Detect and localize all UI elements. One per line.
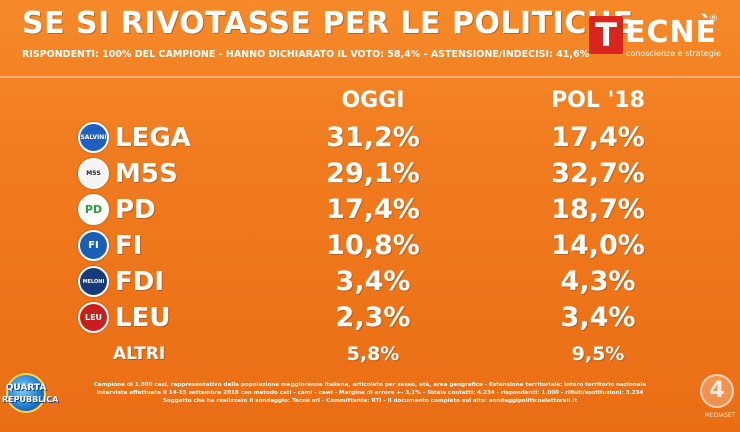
party-name: LEGA (115, 123, 191, 153)
value-pol18: 3,4% (560, 302, 636, 333)
fdi-logo-icon: MELONI (78, 266, 109, 297)
table-row: ALTRI 5,8% 9,5% (0, 336, 740, 372)
party-logo-text: MELONI (82, 278, 105, 285)
registered-mark: ® (709, 14, 718, 24)
value-oggi: 10,8% (326, 230, 420, 261)
show-name-line2: REPUBBLICA (2, 395, 59, 404)
header: SE SI RIVOTASSE PER LE POLITICHE RISPOND… (0, 0, 740, 72)
tecne-tagline: conoscienze e strategie (626, 49, 721, 58)
quarta-repubblica-globe-icon (6, 373, 46, 413)
party-name: M5S (115, 159, 178, 189)
methodology-line-3: Soggetto che ha realizzato il sondaggio:… (162, 398, 578, 404)
party-name: PD (115, 195, 156, 225)
column-header-pol18: POL '18 (551, 88, 645, 113)
m5s-logo-icon: M5S (78, 158, 109, 189)
value-pol18: 14,0% (551, 230, 645, 261)
party-logo-text: M5S (86, 170, 101, 177)
tecne-logo-mark: T (589, 16, 623, 54)
value-pol18: 18,7% (551, 194, 645, 225)
party-name: ALTRI (113, 344, 166, 364)
methodology-note: Campione di 1.000 casi, rappresentativo … (60, 381, 680, 425)
value-oggi: 2,3% (335, 302, 411, 333)
value-pol18: 4,3% (560, 266, 636, 297)
methodology-line-2: Interviste effettuate il 14-15 settembre… (96, 390, 644, 396)
table-row: PD PD 17,4% 18,7% (0, 192, 740, 228)
show-name-line1: QUARTA (5, 383, 47, 393)
table-row: M5S M5S 29,1% 32,7% (0, 156, 740, 192)
party-name: FDI (115, 267, 165, 297)
table-row: SALVINI LEGA 31,2% 17,4% (0, 120, 740, 156)
party-name: FI (115, 231, 143, 261)
network-name: MEDIASET (704, 412, 736, 419)
party-logo-text: LEU (84, 313, 103, 322)
table-row: FI FI 10,8% 14,0% (0, 228, 740, 264)
table-row: LEU LEU 2,3% 3,4% (0, 300, 740, 336)
rete4-logo-icon: 4 (700, 374, 734, 408)
page-subtitle: RISPONDENTI: 100% DEL CAMPIONE - HANNO D… (22, 49, 590, 60)
tecne-logo-word: ECNÈ (625, 15, 718, 50)
party-logo-text: FI (88, 240, 99, 251)
value-oggi: 31,2% (326, 122, 420, 153)
methodology-line-1: Campione di 1.000 casi, rappresentativo … (93, 382, 647, 388)
column-header-oggi: OGGI (341, 88, 405, 113)
party-name: LEU (115, 303, 171, 333)
party-logo-text: PD (84, 203, 103, 216)
quarta-repubblica-logo: QUARTA REPUBBLICA (2, 373, 59, 427)
value-pol18: 32,7% (551, 158, 645, 189)
tecne-logo: T ECNÈ ® conoscienze e strategie (589, 12, 723, 60)
value-oggi: 17,4% (326, 194, 420, 225)
page-title: SE SI RIVOTASSE PER LE POLITICHE (22, 6, 634, 41)
value-oggi: 3,4% (335, 266, 411, 297)
fi-logo-icon: FI (78, 230, 109, 261)
header-divider (0, 76, 740, 78)
value-pol18: 9,5% (571, 343, 625, 365)
value-pol18: 17,4% (551, 122, 645, 153)
leu-logo-icon: LEU (78, 302, 109, 333)
pd-logo-icon: PD (78, 194, 109, 225)
value-oggi: 5,8% (346, 343, 400, 365)
value-oggi: 29,1% (326, 158, 420, 189)
party-logo-text: SALVINI (80, 134, 107, 141)
lega-logo-icon: SALVINI (78, 122, 109, 153)
table-row: MELONI FDI 3,4% 4,3% (0, 264, 740, 300)
